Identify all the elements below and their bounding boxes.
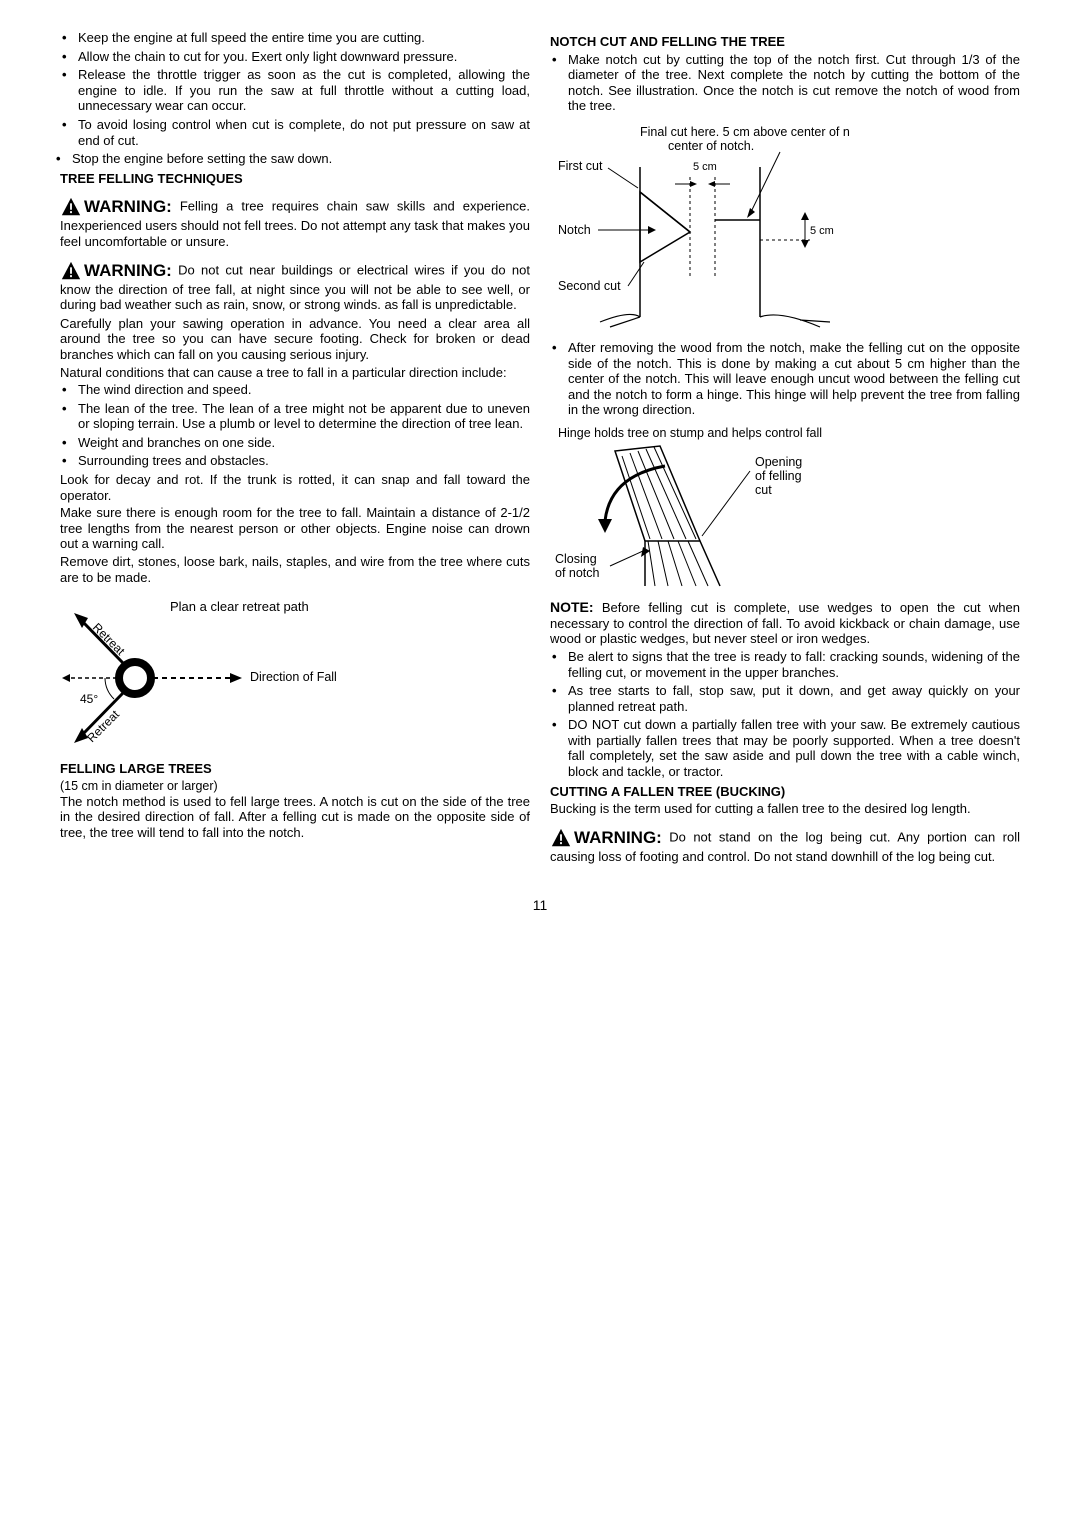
list-item: Stop the engine before setting the saw d… bbox=[72, 151, 530, 167]
natural-bullets: The wind direction and speed. The lean o… bbox=[60, 382, 530, 469]
notch-label: Notch bbox=[558, 223, 591, 237]
svg-text:cut: cut bbox=[755, 483, 772, 497]
warning-label: WARNING: bbox=[84, 197, 172, 216]
heading-large-trees: FELLING LARGE TREES bbox=[60, 761, 530, 777]
first-cut-label: First cut bbox=[558, 159, 603, 173]
list-item: The lean of the tree. The lean of a tree… bbox=[78, 401, 530, 432]
warning-block-1: WARNING: Felling a tree requires chain s… bbox=[60, 196, 530, 249]
final-cut-label: Final cut here. 5 cm above center of not… bbox=[640, 125, 850, 139]
remove-para: Remove dirt, stones, loose bark, nails, … bbox=[60, 554, 530, 585]
list-item: Be alert to signs that the tree is ready… bbox=[568, 649, 1020, 680]
list-item: The wind direction and speed. bbox=[78, 382, 530, 398]
bucking-para: Bucking is the term used for cutting a f… bbox=[550, 801, 1020, 817]
page-content: Keep the engine at full speed the entire… bbox=[60, 30, 1020, 867]
retreat-label-1: Retreat bbox=[90, 620, 128, 658]
heading-notch-cut: NOTCH CUT AND FELLING THE TREE bbox=[550, 34, 1020, 50]
list-item: As tree starts to fall, stop saw, put it… bbox=[568, 683, 1020, 714]
warning-label: WARNING: bbox=[84, 260, 172, 279]
hinge-text: Hinge holds tree on stump and helps cont… bbox=[550, 426, 1020, 441]
plan-paragraph: Carefully plan your sawing operation in … bbox=[60, 316, 530, 363]
svg-text:Opening: Opening bbox=[755, 455, 802, 469]
after-remove-bullet: After removing the wood from the notch, … bbox=[550, 340, 1020, 418]
warning-icon bbox=[550, 827, 572, 849]
note-text: Before felling cut is complete, use wedg… bbox=[550, 600, 1020, 646]
direction-label: Direction of Fall bbox=[250, 670, 337, 684]
five-cm-top: 5 cm bbox=[693, 161, 717, 173]
list-item: Release the throttle trigger as soon as … bbox=[78, 67, 530, 114]
list-item: Weight and branches on one side. bbox=[78, 435, 530, 451]
warning-icon bbox=[60, 196, 82, 218]
stop-engine-list: Stop the engine before setting the saw d… bbox=[60, 151, 530, 167]
svg-text:Closing: Closing bbox=[555, 552, 597, 566]
heading-bucking: CUTTING A FALLEN TREE (BUCKING) bbox=[550, 784, 1020, 800]
warning-block-2: WARNING: Do not cut near buildings or el… bbox=[60, 260, 530, 313]
decay-para: Look for decay and rot. If the trunk is … bbox=[60, 472, 530, 503]
second-cut-label: Second cut bbox=[558, 279, 621, 293]
list-item: To avoid losing control when cut is comp… bbox=[78, 117, 530, 148]
large-sub: (15 cm in diameter or larger) bbox=[60, 779, 530, 794]
list-item: DO NOT cut down a partially fallen tree … bbox=[568, 717, 1020, 779]
top-bullets: Keep the engine at full speed the entire… bbox=[60, 30, 530, 148]
five-cm-side: 5 cm bbox=[810, 225, 834, 237]
notch-diagram: Final cut here. 5 cm above center of not… bbox=[550, 122, 1020, 332]
page-number: 11 bbox=[60, 897, 1020, 914]
notch-bullet-1: Make notch cut by cutting the top of the… bbox=[550, 52, 1020, 114]
note-block: NOTE: Before felling cut is complete, us… bbox=[550, 599, 1020, 647]
svg-text:of felling: of felling bbox=[755, 469, 802, 483]
list-item: Allow the chain to cut for you. Exert on… bbox=[78, 49, 530, 65]
left-column: Keep the engine at full speed the entire… bbox=[60, 30, 530, 867]
natural-intro: Natural conditions that can cause a tree… bbox=[60, 365, 530, 381]
retreat-diagram: Plan a clear retreat path Direction of F… bbox=[60, 593, 530, 753]
warning-icon bbox=[60, 260, 82, 282]
retreat-title: Plan a clear retreat path bbox=[170, 599, 309, 614]
warning-label: WARNING: bbox=[574, 828, 662, 847]
angle-label: 45° bbox=[80, 692, 98, 706]
hinge-diagram: Hinge holds tree on stump and helps cont… bbox=[550, 426, 1020, 591]
svg-text:of notch: of notch bbox=[555, 566, 600, 580]
large-para: The notch method is used to fell large t… bbox=[60, 794, 530, 841]
right-column: NOTCH CUT AND FELLING THE TREE Make notc… bbox=[550, 30, 1020, 867]
warning-block-3: WARNING: Do not stand on the log being c… bbox=[550, 827, 1020, 865]
list-item: After removing the wood from the notch, … bbox=[568, 340, 1020, 418]
list-item: Keep the engine at full speed the entire… bbox=[78, 30, 530, 46]
svg-text:center of notch.: center of notch. bbox=[668, 139, 754, 153]
room-para: Make sure there is enough room for the t… bbox=[60, 505, 530, 552]
list-item: Make notch cut by cutting the top of the… bbox=[568, 52, 1020, 114]
note-label: NOTE: bbox=[550, 599, 594, 615]
list-item: Surrounding trees and obstacles. bbox=[78, 453, 530, 469]
heading-felling-techniques: TREE FELLING TECHNIQUES bbox=[60, 171, 530, 187]
alert-bullets: Be alert to signs that the tree is ready… bbox=[550, 649, 1020, 780]
